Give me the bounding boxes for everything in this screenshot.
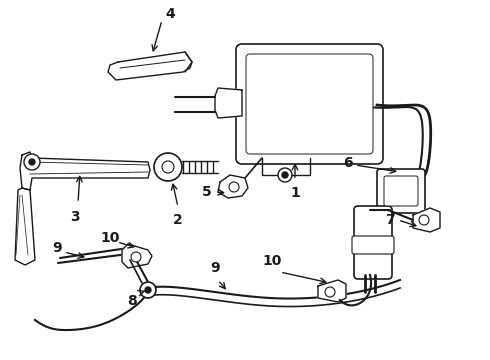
Polygon shape	[20, 152, 150, 190]
Text: 1: 1	[290, 186, 300, 200]
Circle shape	[154, 153, 182, 181]
Text: 9: 9	[52, 241, 62, 255]
FancyBboxPatch shape	[246, 54, 373, 154]
Polygon shape	[318, 280, 346, 302]
Circle shape	[229, 182, 239, 192]
FancyBboxPatch shape	[377, 169, 425, 213]
Text: 9: 9	[210, 261, 220, 275]
FancyBboxPatch shape	[352, 236, 394, 254]
Polygon shape	[108, 52, 192, 80]
FancyBboxPatch shape	[384, 176, 418, 206]
Circle shape	[325, 287, 335, 297]
Text: 10: 10	[100, 231, 120, 245]
Circle shape	[278, 168, 292, 182]
FancyBboxPatch shape	[354, 206, 392, 279]
Polygon shape	[218, 175, 248, 198]
Text: 6: 6	[343, 156, 353, 170]
Text: 7: 7	[385, 213, 395, 227]
Polygon shape	[122, 244, 152, 268]
Text: 2: 2	[173, 213, 183, 227]
Polygon shape	[413, 208, 440, 232]
Circle shape	[162, 161, 174, 173]
Polygon shape	[215, 88, 242, 118]
Circle shape	[24, 154, 40, 170]
Circle shape	[29, 159, 35, 165]
Text: 5: 5	[202, 185, 212, 199]
Text: 4: 4	[165, 7, 175, 21]
Circle shape	[140, 282, 156, 298]
Polygon shape	[15, 188, 35, 265]
Text: 10: 10	[262, 254, 282, 268]
Circle shape	[419, 215, 429, 225]
Text: 8: 8	[127, 294, 137, 308]
Circle shape	[131, 252, 141, 262]
Text: 3: 3	[70, 210, 80, 224]
Circle shape	[145, 287, 151, 293]
Circle shape	[282, 172, 288, 178]
FancyBboxPatch shape	[236, 44, 383, 164]
